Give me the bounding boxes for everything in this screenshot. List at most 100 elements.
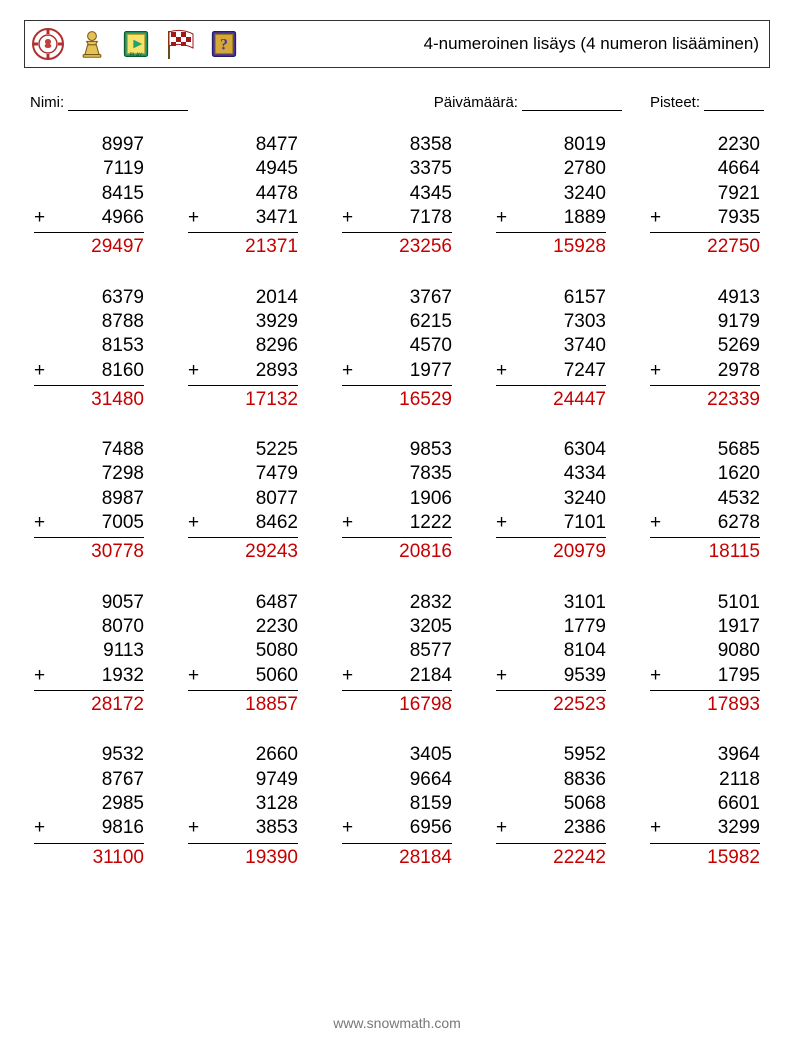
operator: + <box>496 664 507 688</box>
svg-text:PLAY: PLAY <box>129 52 143 58</box>
last-addend-row: +5060 <box>188 664 298 688</box>
last-addend-row: +6956 <box>342 816 452 840</box>
addend: 2780 <box>496 157 606 181</box>
answer: 24447 <box>496 388 606 412</box>
sum-rule <box>34 843 144 845</box>
problem-grid: 899771198415+496629497847749454478+34712… <box>24 133 770 870</box>
addition-problem: 522574798077+846229243 <box>188 438 298 565</box>
addition-problem: 615773033740+724724447 <box>496 286 606 413</box>
addend: 1906 <box>342 487 452 511</box>
addend: 8358 <box>342 133 452 157</box>
addend: 4913 <box>650 286 760 310</box>
sum-rule <box>188 232 298 234</box>
last-addend-row: +2978 <box>650 359 760 383</box>
answer: 28172 <box>34 693 144 717</box>
last-addend-row: +3471 <box>188 206 298 230</box>
addend: 3471 <box>199 206 298 230</box>
name-label: Nimi: <box>30 94 64 111</box>
answer: 15928 <box>496 235 606 259</box>
sum-rule <box>650 232 760 234</box>
meta-row: Nimi: Päivämäärä: Pisteet: <box>30 94 764 111</box>
last-addend-row: +7101 <box>496 511 606 535</box>
sum-rule <box>188 690 298 692</box>
addition-problem: 396421186601+329915982 <box>650 743 760 870</box>
last-addend-row: +2386 <box>496 816 606 840</box>
score-blank[interactable] <box>704 95 764 111</box>
addition-problem: 899771198415+496629497 <box>34 133 144 260</box>
addend: 8077 <box>188 487 298 511</box>
operator: + <box>342 664 353 688</box>
addend: 9539 <box>507 664 606 688</box>
addend: 1889 <box>507 206 606 230</box>
addend: 3205 <box>342 615 452 639</box>
addition-problem: 648722305080+506018857 <box>188 591 298 718</box>
addend: 5269 <box>650 334 760 358</box>
addend: 8159 <box>342 792 452 816</box>
operator: + <box>342 206 353 230</box>
operator: + <box>188 816 199 840</box>
question-card-icon: ? <box>207 27 241 61</box>
addend: 8296 <box>188 334 298 358</box>
last-addend-row: +3299 <box>650 816 760 840</box>
answer: 28184 <box>342 846 452 870</box>
addend: 4966 <box>45 206 144 230</box>
addend: 3853 <box>199 816 298 840</box>
addend: 6487 <box>188 591 298 615</box>
addition-problem: 595288365068+238622242 <box>496 743 606 870</box>
answer: 30778 <box>34 540 144 564</box>
addend: 9816 <box>45 816 144 840</box>
operator: + <box>650 511 661 535</box>
answer: 16798 <box>342 693 452 717</box>
answer: 22339 <box>650 388 760 412</box>
operator: + <box>34 511 45 535</box>
addition-problem: 283232058577+218416798 <box>342 591 452 718</box>
addend: 8836 <box>496 768 606 792</box>
last-addend-row: +9539 <box>496 664 606 688</box>
addend: 7921 <box>650 182 760 206</box>
sum-rule <box>496 385 606 387</box>
addition-problem: 953287672985+981631100 <box>34 743 144 870</box>
addition-problem: 835833754345+717823256 <box>342 133 452 260</box>
sum-rule <box>650 690 760 692</box>
addend: 4570 <box>342 334 452 358</box>
addition-problem: 748872988987+700530778 <box>34 438 144 565</box>
date-blank[interactable] <box>522 95 622 111</box>
operator: + <box>650 664 661 688</box>
addend: 2118 <box>650 768 760 792</box>
sum-rule <box>496 843 606 845</box>
addend: 2660 <box>188 743 298 767</box>
addend: 7835 <box>342 462 452 486</box>
sum-rule <box>34 232 144 234</box>
answer: 31480 <box>34 388 144 412</box>
addend: 1779 <box>496 615 606 639</box>
addend: 4478 <box>188 182 298 206</box>
addend: 3929 <box>188 310 298 334</box>
addend: 7479 <box>188 462 298 486</box>
addend: 8577 <box>342 639 452 663</box>
addend: 3964 <box>650 743 760 767</box>
addend: 8019 <box>496 133 606 157</box>
header-icons: PLAY ? <box>31 27 241 61</box>
addend: 4334 <box>496 462 606 486</box>
answer: 22242 <box>496 846 606 870</box>
last-addend-row: +8462 <box>188 511 298 535</box>
problem-row: 953287672985+981631100266097493128+38531… <box>34 743 760 870</box>
addend: 4345 <box>342 182 452 206</box>
addition-problem: 905780709113+193228172 <box>34 591 144 718</box>
addend: 3240 <box>496 487 606 511</box>
addition-problem: 376762154570+197716529 <box>342 286 452 413</box>
addend: 3299 <box>661 816 760 840</box>
addend: 7247 <box>507 359 606 383</box>
addition-problem: 491391795269+297822339 <box>650 286 760 413</box>
last-addend-row: +7935 <box>650 206 760 230</box>
last-addend-row: +1977 <box>342 359 452 383</box>
name-blank[interactable] <box>68 95 188 111</box>
last-addend-row: +6278 <box>650 511 760 535</box>
operator: + <box>188 511 199 535</box>
last-addend-row: +4966 <box>34 206 144 230</box>
addend: 6304 <box>496 438 606 462</box>
addend: 1620 <box>650 462 760 486</box>
worksheet-page: PLAY ? 4-numeroinen lisäys (4 numeron li… <box>0 0 794 1053</box>
addend: 8477 <box>188 133 298 157</box>
addend: 4664 <box>650 157 760 181</box>
